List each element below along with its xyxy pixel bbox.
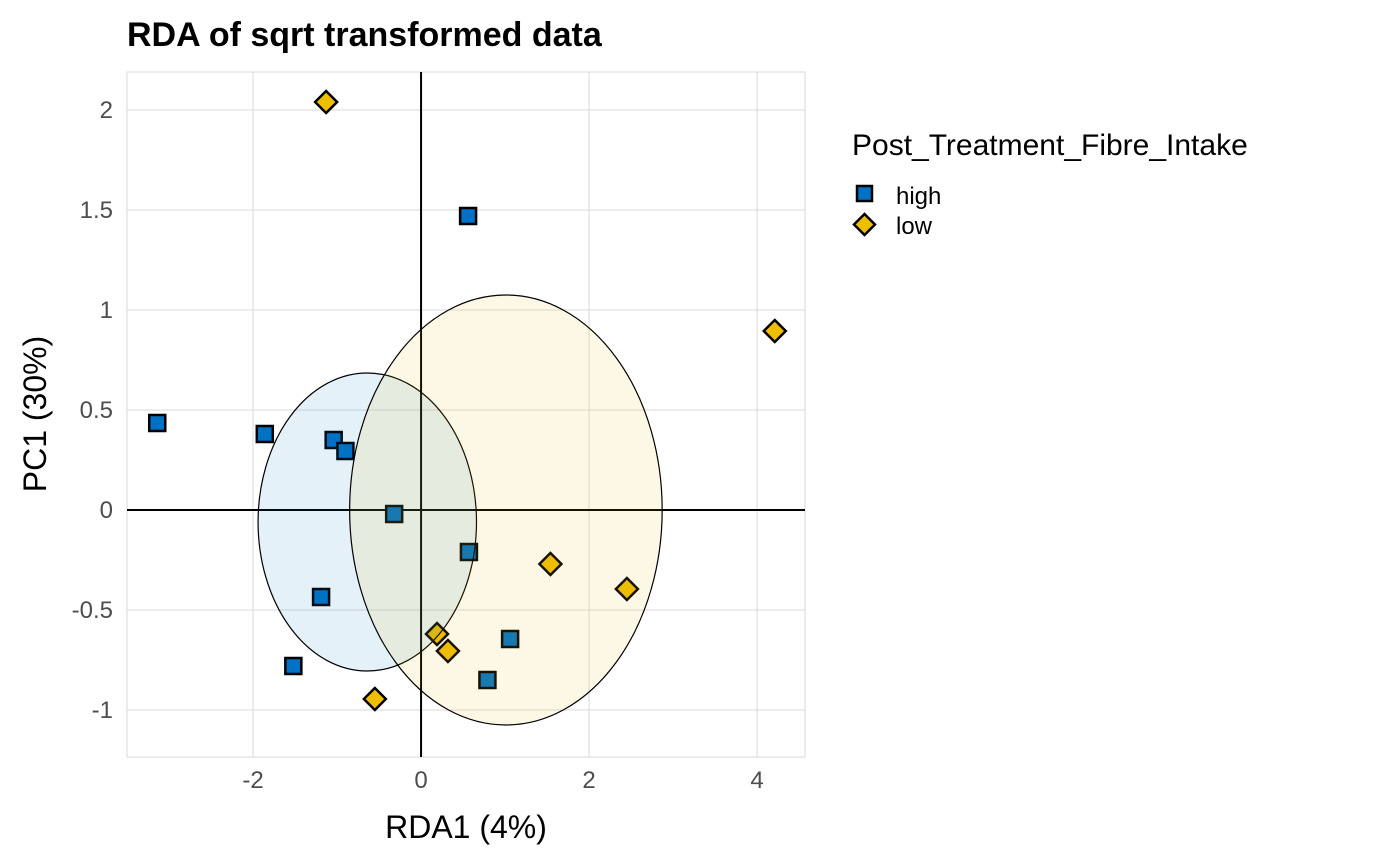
low-point <box>313 89 339 115</box>
grid-lines <box>126 71 806 758</box>
x-tick-label: 2 <box>582 767 595 794</box>
legend-label-high: high <box>896 183 941 210</box>
low-point <box>761 318 788 344</box>
high-point <box>459 542 479 562</box>
x-axis-label: RDA1 (4%) <box>385 809 547 845</box>
high-point <box>311 587 331 607</box>
high-point <box>336 441 355 461</box>
high-point <box>458 206 478 226</box>
legend-title: Post_Treatment_Fibre_Intake <box>852 129 1248 162</box>
y-axis-label: PC1 (30%) <box>17 336 53 493</box>
y-tick-label: 1 <box>100 297 113 324</box>
low-point <box>537 551 564 577</box>
high-point <box>255 424 275 444</box>
high-point <box>500 629 520 649</box>
y-tick-label: -1 <box>92 697 113 724</box>
high-ellipse <box>257 372 478 672</box>
zero-lines <box>127 72 805 757</box>
y-tick-label: 1.5 <box>80 197 113 224</box>
legend-key-high-square-icon <box>855 184 874 203</box>
low-point <box>614 576 640 602</box>
low-point <box>435 638 461 664</box>
legend-key-low-diamond-icon <box>852 212 877 237</box>
low-point <box>362 686 388 712</box>
high-point <box>478 670 497 690</box>
y-tick-label: -0.5 <box>72 597 113 624</box>
high-point <box>284 656 303 676</box>
panel-border <box>126 71 806 758</box>
high-point <box>384 504 404 524</box>
legend: Post_Treatment_Fibre_Intake high low <box>852 129 1248 240</box>
low-point <box>424 621 450 647</box>
x-tick-label: 0 <box>414 767 427 794</box>
chart-title: RDA of sqrt transformed data <box>127 16 603 54</box>
x-tick-label: -2 <box>242 767 263 794</box>
x-tick-label: 4 <box>750 767 763 794</box>
ellipse-overlays <box>257 294 663 726</box>
data-points <box>147 89 788 712</box>
y-tick-label: 0 <box>100 497 113 524</box>
tick-labels: -2 0 2 4 -1 -0.5 0 0.5 1 1.5 2 <box>72 97 764 794</box>
legend-label-low: low <box>896 213 933 240</box>
high-point <box>147 413 167 433</box>
y-tick-label: 2 <box>100 97 113 124</box>
y-tick-label: 0.5 <box>80 397 113 424</box>
low-ellipse <box>349 294 663 726</box>
